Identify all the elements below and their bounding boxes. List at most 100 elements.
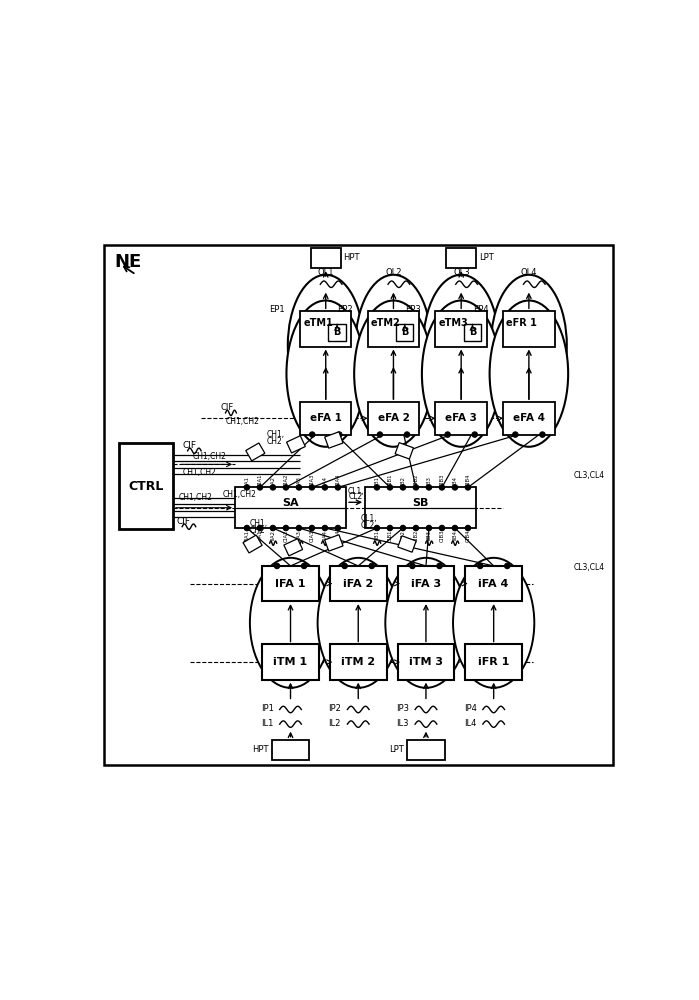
Text: HPT: HPT xyxy=(343,253,360,262)
Bar xyxy=(464,324,481,341)
Bar xyxy=(300,402,352,435)
Text: OIA3: OIA3 xyxy=(310,473,315,486)
Circle shape xyxy=(271,525,275,531)
Text: IIA1: IIA1 xyxy=(245,530,250,540)
Text: IIA4: IIA4 xyxy=(322,530,327,540)
Circle shape xyxy=(410,563,415,569)
Text: SA: SA xyxy=(282,498,299,508)
Text: OIA2: OIA2 xyxy=(283,530,289,542)
Text: IL3: IL3 xyxy=(396,719,409,728)
Bar xyxy=(330,566,387,601)
Text: CH1,CH2: CH1,CH2 xyxy=(193,452,227,461)
Text: IFA 1: IFA 1 xyxy=(275,579,305,589)
Circle shape xyxy=(387,525,393,531)
Circle shape xyxy=(336,525,340,531)
Text: OIA1: OIA1 xyxy=(257,530,262,542)
Circle shape xyxy=(296,525,302,531)
Circle shape xyxy=(439,485,445,490)
Circle shape xyxy=(387,485,393,490)
Text: iTM 2: iTM 2 xyxy=(341,657,375,667)
Text: iTM 3: iTM 3 xyxy=(409,657,443,667)
Text: iFA 4: iFA 4 xyxy=(479,579,509,589)
Text: CTRL: CTRL xyxy=(128,480,164,493)
Text: B: B xyxy=(401,327,408,337)
Text: IL2: IL2 xyxy=(329,719,341,728)
Text: IIA3: IIA3 xyxy=(296,476,301,486)
Text: EP1: EP1 xyxy=(270,305,285,314)
Circle shape xyxy=(512,432,518,437)
Circle shape xyxy=(374,525,380,531)
Text: OIB3: OIB3 xyxy=(440,530,445,542)
Ellipse shape xyxy=(424,275,499,416)
Circle shape xyxy=(426,485,432,490)
Text: IIB1: IIB1 xyxy=(375,476,380,486)
Circle shape xyxy=(310,432,315,437)
Ellipse shape xyxy=(288,275,363,416)
Bar xyxy=(368,311,419,347)
Polygon shape xyxy=(287,436,305,453)
Circle shape xyxy=(477,563,483,569)
Text: EP4: EP4 xyxy=(473,305,488,314)
Text: CL1,: CL1, xyxy=(347,487,364,496)
Circle shape xyxy=(404,432,410,437)
Text: CH1,CH2: CH1,CH2 xyxy=(226,417,259,426)
Text: OIB1: OIB1 xyxy=(387,530,392,542)
Text: IIA3: IIA3 xyxy=(296,530,301,540)
Text: eFR 1: eFR 1 xyxy=(505,318,537,328)
Circle shape xyxy=(413,525,419,531)
Polygon shape xyxy=(243,535,262,553)
Text: IIB1: IIB1 xyxy=(375,530,380,540)
Text: OIA4: OIA4 xyxy=(336,473,340,486)
Circle shape xyxy=(271,485,275,490)
Circle shape xyxy=(337,432,342,437)
Bar xyxy=(311,248,340,268)
Circle shape xyxy=(244,525,250,531)
Bar xyxy=(435,402,487,435)
Bar xyxy=(466,566,522,601)
Circle shape xyxy=(322,525,328,531)
Text: OL2: OL2 xyxy=(385,268,402,277)
Ellipse shape xyxy=(354,300,433,447)
Text: IIA2: IIA2 xyxy=(271,476,275,486)
Text: eFA 4: eFA 4 xyxy=(513,413,545,423)
Bar xyxy=(503,311,554,347)
Text: CH1,: CH1, xyxy=(250,519,268,528)
Bar xyxy=(365,487,476,528)
Circle shape xyxy=(377,432,382,437)
Bar xyxy=(368,402,419,435)
Circle shape xyxy=(309,525,315,531)
Circle shape xyxy=(472,432,477,437)
Text: IP2: IP2 xyxy=(329,704,341,713)
Text: CH1,: CH1, xyxy=(266,430,284,439)
Text: OIA3: OIA3 xyxy=(310,530,315,542)
Circle shape xyxy=(452,525,458,531)
Text: CH2: CH2 xyxy=(250,526,266,535)
Text: CH1,CH2: CH1,CH2 xyxy=(178,493,212,502)
Text: CH2: CH2 xyxy=(266,437,282,446)
Circle shape xyxy=(309,485,315,490)
Text: CIF: CIF xyxy=(220,403,233,412)
Circle shape xyxy=(283,525,289,531)
Ellipse shape xyxy=(356,275,431,416)
Text: B: B xyxy=(333,327,340,337)
Text: IIB2: IIB2 xyxy=(401,476,405,486)
Text: OIA4: OIA4 xyxy=(336,530,340,542)
Circle shape xyxy=(257,485,263,490)
Circle shape xyxy=(445,432,450,437)
Text: LPT: LPT xyxy=(479,253,493,262)
Text: HPT: HPT xyxy=(252,745,269,754)
Text: B: B xyxy=(469,327,476,337)
Text: IP1: IP1 xyxy=(261,704,273,713)
Text: IL1: IL1 xyxy=(261,719,273,728)
Text: IIB4: IIB4 xyxy=(452,476,457,486)
Circle shape xyxy=(540,432,545,437)
Bar xyxy=(446,248,476,268)
Circle shape xyxy=(369,563,375,569)
Polygon shape xyxy=(395,443,413,459)
Text: NE: NE xyxy=(115,253,142,271)
Text: LPT: LPT xyxy=(389,745,404,754)
Text: CH1,CH2: CH1,CH2 xyxy=(223,490,257,499)
Text: CL3,CL4: CL3,CL4 xyxy=(574,563,605,572)
Text: OIA2: OIA2 xyxy=(283,473,289,486)
Ellipse shape xyxy=(385,558,467,688)
